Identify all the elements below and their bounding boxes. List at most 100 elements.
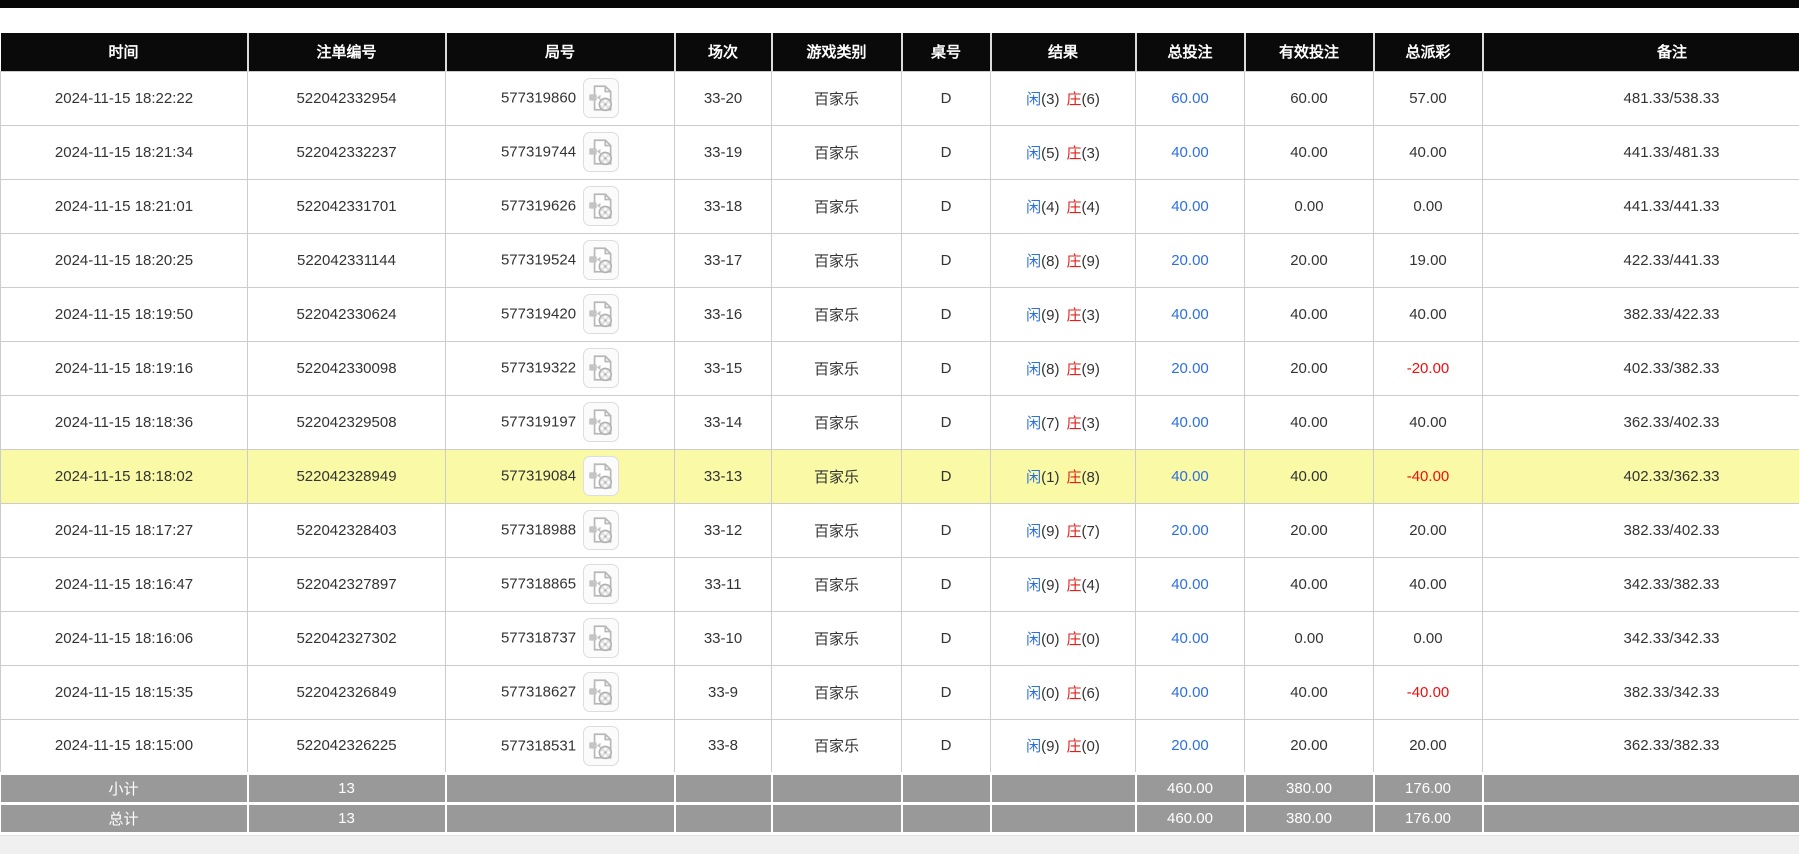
payout-cell: -40.00 [1373, 448, 1483, 504]
table-row[interactable]: 2024-11-15 18:19:16 522042330098 5773193… [0, 340, 1799, 396]
video-replay-button[interactable] [583, 618, 620, 658]
game-type-cell: 百家乐 [771, 394, 902, 450]
player-label: 闲 [1026, 414, 1042, 432]
total-bet-cell[interactable]: 20.00 [1135, 340, 1245, 396]
banker-label: 庄 [1066, 468, 1082, 486]
banker-label: 庄 [1066, 252, 1082, 270]
bet-history-table: 时间 注单编号 局号 场次 游戏类别 桌号 结果 总投注 有效投注 总派彩 备注… [0, 33, 1799, 835]
video-replay-button[interactable] [583, 564, 620, 604]
player-score: (7) [1041, 414, 1060, 432]
total-bet-cell[interactable]: 20.00 [1135, 718, 1245, 774]
column-header-time: 时间 [0, 33, 249, 72]
player-label: 闲 [1026, 306, 1042, 324]
remark-cell: 402.33/362.33 [1482, 448, 1799, 504]
total-payout: 176.00 [1372, 801, 1484, 835]
page-background-footer [0, 834, 1799, 854]
session-cell: 33-12 [674, 502, 772, 558]
banker-label: 庄 [1066, 198, 1082, 216]
round-id-cell: 577319084 [445, 448, 675, 504]
video-replay-icon [589, 139, 613, 166]
total-bet-cell[interactable]: 20.00 [1135, 502, 1245, 558]
total-count: 13 [246, 801, 447, 835]
time-cell: 2024-11-15 18:17:27 [0, 502, 248, 558]
session-cell: 33-9 [674, 664, 772, 720]
total-bet-cell[interactable]: 40.00 [1135, 556, 1245, 612]
video-replay-button[interactable] [583, 725, 620, 766]
table-row[interactable]: 2024-11-15 18:16:47 522042327897 5773188… [0, 556, 1799, 612]
table-row[interactable]: 2024-11-15 18:20:25 522042331144 5773195… [0, 232, 1799, 288]
total-bet-cell[interactable]: 40.00 [1135, 448, 1245, 504]
player-label: 闲 [1026, 90, 1042, 108]
table-row[interactable]: 2024-11-15 18:15:00 522042326225 5773185… [0, 718, 1799, 774]
table-row[interactable]: 2024-11-15 18:16:06 522042327302 5773187… [0, 610, 1799, 666]
column-header-session: 场次 [674, 33, 773, 72]
video-replay-button[interactable] [583, 456, 620, 496]
video-replay-button[interactable] [583, 294, 620, 334]
total-bet-cell[interactable]: 40.00 [1135, 610, 1245, 666]
round-id-value: 577319626 [500, 197, 577, 215]
total-bet-cell[interactable]: 40.00 [1135, 286, 1245, 342]
table-no-cell: D [901, 340, 991, 396]
time-cell: 2024-11-15 18:16:06 [0, 610, 248, 666]
table-body: 2024-11-15 18:22:22 522042332954 5773198… [0, 70, 1799, 774]
banker-score: (6) [1081, 90, 1100, 108]
remark-cell: 342.33/382.33 [1482, 556, 1799, 612]
video-replay-button[interactable] [583, 132, 620, 172]
remark-cell: 362.33/402.33 [1482, 394, 1799, 450]
player-label: 闲 [1026, 738, 1042, 755]
time-cell: 2024-11-15 18:19:16 [0, 340, 248, 396]
remark-cell: 382.33/402.33 [1482, 502, 1799, 558]
table-row[interactable]: 2024-11-15 18:22:22 522042332954 5773198… [0, 70, 1799, 126]
round-id-cell: 577319322 [445, 340, 675, 396]
table-row[interactable]: 2024-11-15 18:19:50 522042330624 5773194… [0, 286, 1799, 342]
table-row[interactable]: 2024-11-15 18:17:27 522042328403 5773189… [0, 502, 1799, 558]
round-id-cell: 577319197 [445, 394, 675, 450]
round-id-value: 577319420 [500, 305, 577, 323]
table-row[interactable]: 2024-11-15 18:21:01 522042331701 5773196… [0, 178, 1799, 234]
bet-id-cell: 522042330624 [247, 286, 446, 342]
total-bet-cell[interactable]: 60.00 [1135, 70, 1245, 126]
time-cell: 2024-11-15 18:18:36 [0, 394, 248, 450]
session-cell: 33-16 [674, 286, 772, 342]
video-replay-button[interactable] [583, 348, 620, 388]
round-id-value: 577318865 [500, 575, 577, 593]
round-id-cell: 577318865 [445, 556, 675, 612]
player-label: 闲 [1026, 522, 1042, 540]
banker-label: 庄 [1066, 684, 1082, 702]
result-cell: 闲(9) 庄(7) [990, 502, 1136, 558]
remark-cell: 441.33/481.33 [1482, 124, 1799, 180]
round-id-value: 577319860 [500, 89, 577, 107]
game-type-cell: 百家乐 [771, 448, 902, 504]
video-replay-button[interactable] [583, 78, 620, 118]
session-cell: 33-19 [674, 124, 772, 180]
video-replay-button[interactable] [583, 510, 620, 550]
player-label: 闲 [1026, 198, 1042, 216]
time-cell: 2024-11-15 18:21:34 [0, 124, 248, 180]
video-replay-button[interactable] [583, 186, 620, 226]
total-bet-cell[interactable]: 40.00 [1135, 664, 1245, 720]
table-row[interactable]: 2024-11-15 18:18:02 522042328949 5773190… [0, 448, 1799, 504]
subtotal-total-bet: 460.00 [1134, 771, 1246, 805]
total-bet-cell[interactable]: 40.00 [1135, 178, 1245, 234]
table-row[interactable]: 2024-11-15 18:18:36 522042329508 5773191… [0, 394, 1799, 450]
round-id-value: 577318531 [500, 737, 577, 754]
total-bet-cell[interactable]: 40.00 [1135, 124, 1245, 180]
table-row[interactable]: 2024-11-15 18:15:35 522042326849 5773186… [0, 664, 1799, 720]
total-bet-cell[interactable]: 40.00 [1135, 394, 1245, 450]
video-replay-button[interactable] [583, 402, 620, 442]
valid-bet-cell: 40.00 [1244, 394, 1374, 450]
bet-id-cell: 522042331701 [247, 178, 446, 234]
table-no-cell: D [901, 178, 991, 234]
round-id-cell: 577319744 [445, 124, 675, 180]
remark-cell: 382.33/422.33 [1482, 286, 1799, 342]
video-replay-icon [589, 679, 613, 706]
valid-bet-cell: 20.00 [1244, 340, 1374, 396]
result-cell: 闲(8) 庄(9) [990, 232, 1136, 288]
total-bet-cell[interactable]: 20.00 [1135, 232, 1245, 288]
video-replay-button[interactable] [583, 672, 620, 712]
bet-id-cell: 522042330098 [247, 340, 446, 396]
video-replay-button[interactable] [583, 240, 620, 280]
video-replay-icon [589, 409, 613, 436]
table-no-cell: D [901, 556, 991, 612]
table-row[interactable]: 2024-11-15 18:21:34 522042332237 5773197… [0, 124, 1799, 180]
